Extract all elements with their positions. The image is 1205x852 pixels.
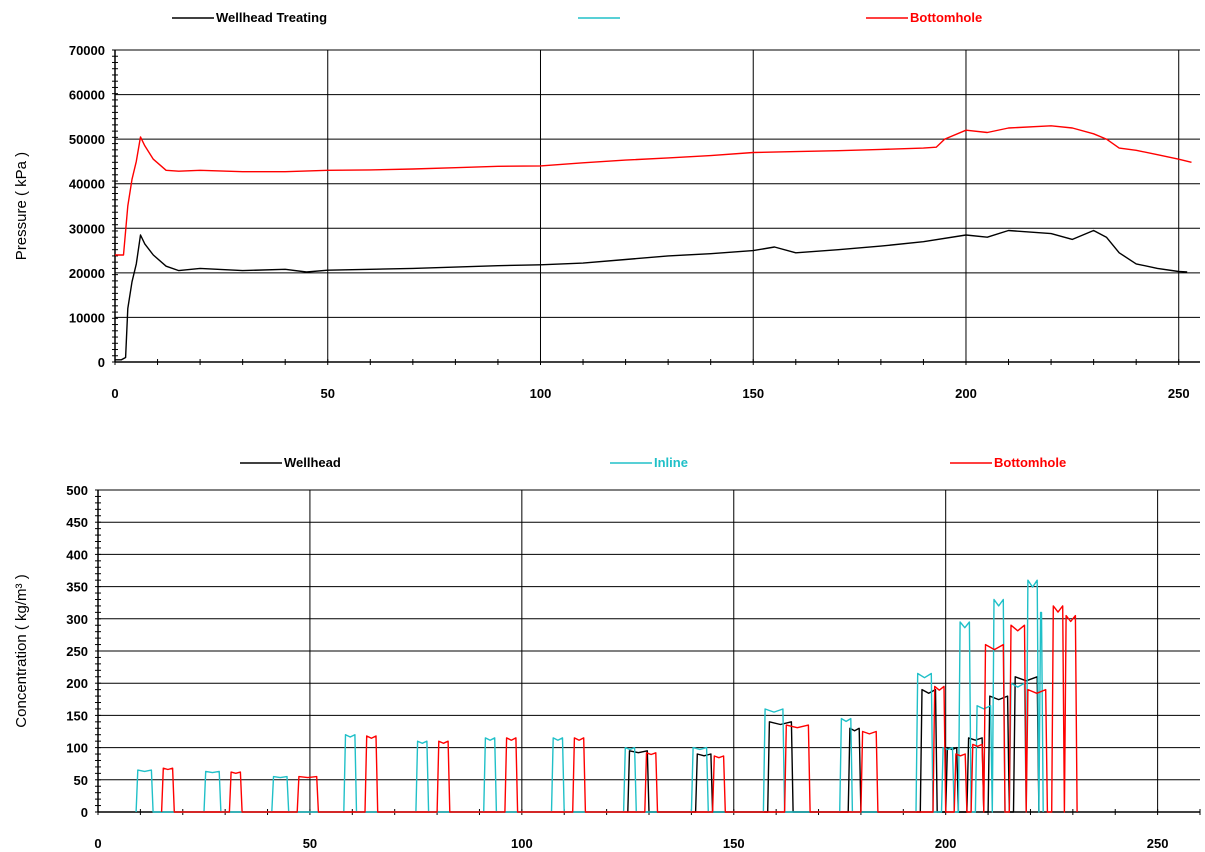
legend-label: Bottomhole (910, 10, 982, 25)
y-tick-label: 30000 (69, 221, 105, 236)
legend-label: Wellhead (284, 455, 341, 470)
x-tick-label: 250 (1147, 836, 1169, 851)
y-tick-label: 350 (66, 580, 88, 595)
x-tick-label: 250 (1168, 386, 1190, 401)
x-tick-label: 200 (955, 386, 977, 401)
y-tick-label: 500 (66, 483, 88, 498)
concentration-chart: 0 50 100 150 200 250 300 350 400 450 500 0 50 100 150 2… (13, 455, 1201, 851)
x-tick-label: 0 (111, 386, 118, 401)
x-tick-label: 150 (723, 836, 745, 851)
series-line-wellhead (627, 676, 1040, 813)
x-tick-label: 50 (321, 386, 335, 401)
y-tick-label: 200 (66, 676, 88, 691)
y-tick-label: 50000 (69, 132, 105, 147)
x-tick-label: 150 (742, 386, 764, 401)
y-axis-label: Pressure ( kPa ) (13, 152, 30, 260)
y-tick-label: 60000 (69, 88, 105, 103)
series-line-wellhead-treating (115, 229, 1188, 361)
series-line-inline (135, 579, 1044, 813)
legend-label: Inline (654, 455, 688, 470)
pressure-chart: 0 10000 20000 30000 40000 50000 60000 70000 0 50 1… (13, 10, 1200, 401)
x-tick-label: 0 (94, 836, 101, 851)
legend-label: Bottomhole (994, 455, 1066, 470)
y-tick-label: 400 (66, 547, 88, 562)
legend-label: Wellhead Treating (216, 10, 327, 25)
y-tick-label: 450 (66, 515, 88, 530)
x-tick-label: 50 (303, 836, 317, 851)
y-tick-label: 70000 (69, 43, 105, 58)
y-tick-label: 50 (74, 773, 88, 788)
y-tick-label: 10000 (69, 310, 105, 325)
y-tick-label: 0 (98, 355, 105, 370)
series-line-bottomhole (115, 125, 1192, 256)
x-tick-label: 100 (511, 836, 533, 851)
y-tick-label: 150 (66, 708, 88, 723)
y-tick-label: 20000 (69, 266, 105, 281)
x-tick-label: 200 (935, 836, 957, 851)
y-tick-label: 250 (66, 644, 88, 659)
series-line-bottomhole (160, 605, 1078, 813)
y-tick-label: 40000 (69, 177, 105, 192)
y-tick-label: 300 (66, 612, 88, 627)
y-axis-label: Concentration ( kg/m³ ) (13, 574, 30, 727)
y-tick-label: 0 (81, 805, 88, 820)
x-tick-label: 100 (530, 386, 552, 401)
y-tick-label: 100 (66, 741, 88, 756)
